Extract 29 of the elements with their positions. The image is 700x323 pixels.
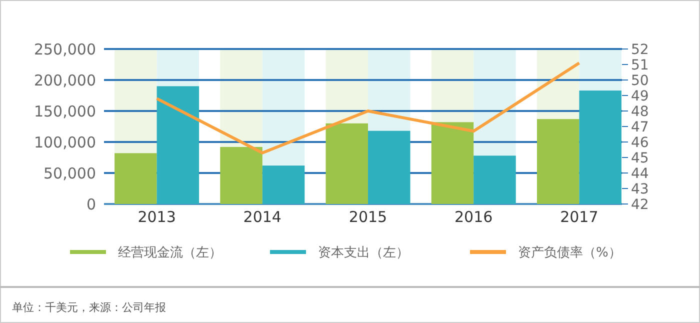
y2-tick-label: 50 (631, 72, 649, 89)
legend-label: 经营现金流（左） (118, 244, 222, 261)
x-tick-label: 2016 (454, 208, 493, 226)
x-tick-label: 2015 (348, 208, 388, 226)
y-tick-label: 250,000 (34, 40, 96, 58)
line-series (155, 61, 581, 154)
bar (262, 166, 305, 204)
y2-tick-label: 42 (631, 196, 649, 213)
x-tick-label: 2014 (243, 208, 282, 226)
y2-tick-label: 46 (631, 134, 649, 151)
y2-tick-label: 51 (631, 57, 649, 74)
y2-tick-label: 44 (631, 166, 649, 182)
y-tick-label: 50,000 (44, 164, 96, 182)
y-tick-label: 100,000 (34, 133, 96, 152)
y2-tick-label: 47 (631, 119, 649, 136)
y2-tick-label: 49 (631, 88, 649, 104)
legend-label: 资产负债率（%） (518, 244, 622, 261)
x-tick-label: 2017 (560, 208, 598, 226)
x-tick-label: 2013 (138, 208, 176, 226)
legend-label: 资本支出（左） (318, 246, 409, 261)
y2-tick-label: 48 (631, 104, 649, 120)
y2-tick-label: 52 (631, 42, 649, 58)
y-tick-label: 150,000 (34, 102, 96, 120)
bar (474, 156, 516, 204)
y2-tick-label: 43 (631, 181, 649, 198)
text: 单位：千美元，来源：公司年报 (12, 300, 166, 314)
y2-tick-label: 45 (631, 150, 649, 166)
y-tick-label: 0 (86, 195, 96, 214)
y-tick-label: 200,000 (34, 71, 96, 90)
